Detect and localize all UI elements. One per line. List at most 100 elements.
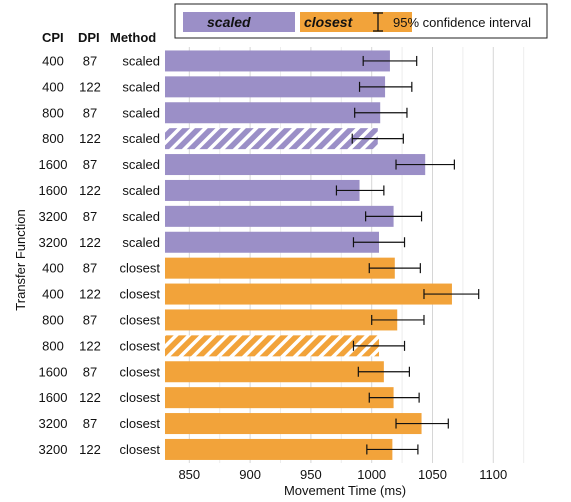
error-bar	[366, 444, 419, 455]
row-label-dpi: 122	[79, 442, 101, 457]
error-bar	[365, 211, 423, 222]
row-label-cpi: 400	[42, 53, 64, 68]
row-label-method: scaled	[122, 209, 160, 224]
row-label-method: closest	[120, 287, 161, 302]
bar-scaled	[165, 102, 381, 124]
row-label-dpi: 122	[79, 183, 101, 198]
bar-scaled	[165, 179, 360, 201]
row-label-cpi: 400	[42, 79, 64, 94]
legend-swatch-closest	[300, 12, 412, 32]
bar-closest	[165, 257, 395, 279]
x-tick-label: 1100	[479, 467, 507, 482]
bar-closest	[165, 387, 394, 409]
bar-closest	[165, 309, 398, 331]
header-dpi: DPI	[78, 30, 100, 45]
row-label-cpi: 800	[42, 312, 64, 327]
row-label-dpi: 122	[79, 235, 101, 250]
row-label-dpi: 87	[83, 416, 97, 431]
row-label-dpi: 87	[83, 209, 97, 224]
row-label-dpi: 122	[79, 287, 101, 302]
legend: scaled closest 95% confidence interval	[174, 3, 548, 39]
error-bar	[368, 263, 421, 274]
bar-closest	[165, 413, 422, 435]
error-bar	[351, 133, 404, 144]
bar-closest	[165, 283, 452, 305]
row-label-cpi: 800	[42, 131, 64, 146]
row-label-method: closest	[120, 442, 161, 457]
row-label-cpi: 3200	[39, 209, 68, 224]
legend-swatch-scaled	[183, 12, 295, 32]
error-bar	[395, 418, 449, 429]
error-bar	[352, 340, 406, 351]
bar-closest	[165, 438, 393, 460]
bar-scaled	[165, 76, 386, 98]
row-label-method: closest	[120, 416, 161, 431]
bar-scaled	[165, 128, 378, 150]
row-label-method: scaled	[122, 79, 160, 94]
legend-label-closest: closest	[304, 14, 354, 30]
x-tick-label: 1000	[357, 467, 386, 482]
bars	[165, 50, 480, 460]
error-bar	[368, 392, 420, 403]
bar-closest	[165, 335, 379, 357]
row-label-method: closest	[120, 261, 161, 276]
row-label-dpi: 87	[83, 364, 97, 379]
row-labels: 400 87 scaled 400 122 scaled 800 87 scaled 800 122…	[39, 53, 161, 457]
row-label-cpi: 3200	[39, 235, 68, 250]
x-tick-label: 1050	[418, 467, 447, 482]
row-label-cpi: 800	[42, 338, 64, 353]
row-label-dpi: 87	[83, 157, 97, 172]
row-label-method: closest	[120, 338, 161, 353]
row-label-method: closest	[120, 364, 161, 379]
bar-scaled	[165, 50, 390, 72]
row-label-dpi: 122	[79, 390, 101, 405]
y-axis-label: Transfer Function	[13, 209, 28, 310]
row-label-method: scaled	[122, 235, 160, 250]
row-label-cpi: 400	[42, 287, 64, 302]
row-label-dpi: 87	[83, 105, 97, 120]
row-label-method: scaled	[122, 157, 160, 172]
row-label-method: scaled	[122, 105, 160, 120]
bar-scaled	[165, 231, 379, 253]
row-label-cpi: 3200	[39, 416, 68, 431]
row-label-dpi: 87	[83, 312, 97, 327]
row-label-cpi: 1600	[39, 390, 68, 405]
row-label-dpi: 87	[83, 53, 97, 68]
row-label-cpi: 1600	[39, 157, 68, 172]
row-label-cpi: 1600	[39, 364, 68, 379]
row-label-dpi: 122	[79, 338, 101, 353]
legend-ci-label: 95% confidence interval	[393, 15, 531, 30]
error-bar	[358, 81, 413, 92]
error-bar	[352, 237, 406, 248]
x-tick-label: 900	[239, 467, 261, 482]
error-bar	[423, 289, 480, 300]
row-label-dpi: 122	[79, 131, 101, 146]
legend-ci-icon	[373, 12, 383, 32]
row-label-cpi: 1600	[39, 183, 68, 198]
row-label-dpi: 122	[79, 79, 101, 94]
row-label-method: scaled	[122, 131, 160, 146]
x-tick-label: 950	[300, 467, 322, 482]
error-bar	[335, 185, 385, 196]
row-label-cpi: 3200	[39, 442, 68, 457]
legend-label-scaled: scaled	[207, 14, 251, 30]
bar-scaled	[165, 154, 426, 176]
error-bar	[357, 366, 410, 377]
x-tick-label: 850	[178, 467, 200, 482]
row-label-method: scaled	[122, 53, 160, 68]
row-label-cpi: 800	[42, 105, 64, 120]
bar-closest	[165, 361, 384, 383]
header-method: Method	[110, 30, 156, 45]
row-label-method: closest	[120, 312, 161, 327]
x-axis-ticks: 850 900 950 1000 1050 1100	[178, 467, 507, 482]
x-axis-label: Movement Time (ms)	[284, 483, 406, 498]
error-bar	[371, 314, 425, 325]
row-label-method: closest	[120, 390, 161, 405]
error-bar	[362, 55, 418, 66]
header-cpi: CPI	[42, 30, 64, 45]
row-label-method: scaled	[122, 183, 160, 198]
error-bar	[395, 159, 455, 170]
row-label-dpi: 87	[83, 261, 97, 276]
row-label-cpi: 400	[42, 261, 64, 276]
